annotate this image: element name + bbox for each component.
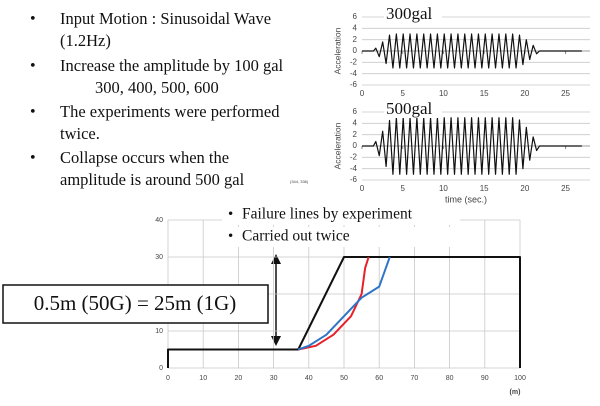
x-tick-label: 30 xyxy=(270,375,278,382)
x-tick-label: 10 xyxy=(199,375,207,382)
y-tick-label: 40 xyxy=(155,217,163,224)
x-tick-label: 20 xyxy=(235,375,243,382)
y-tick-label: -4 xyxy=(350,164,358,173)
y-tick-label: 6 xyxy=(353,107,358,116)
bullet-text: Input Motion : Sinusoidal Wave xyxy=(60,9,271,28)
data-line xyxy=(362,117,582,175)
bullet-text: 300, 400, 500, 600 xyxy=(95,78,219,97)
x-tick-label: 0 xyxy=(360,184,365,193)
annotation-dot: • xyxy=(228,206,233,222)
x-tick-label: 80 xyxy=(446,375,454,382)
bullet-text: (1.2Hz) xyxy=(60,31,111,50)
x-tick-label: 60 xyxy=(375,375,383,382)
bullet-text: Collapse occurs when the xyxy=(60,148,229,167)
x-tick-label: 25 xyxy=(561,89,570,98)
x-tick-label: 5 xyxy=(400,89,405,98)
bullet-dot: • xyxy=(30,104,36,121)
title-bg xyxy=(384,100,442,118)
y-tick-label: 2 xyxy=(353,130,358,139)
y-tick-label: 10 xyxy=(155,328,163,335)
annotation: Carried out twice xyxy=(242,228,350,245)
x-axis-label: (m) xyxy=(510,389,521,396)
bullet-dot: • xyxy=(30,58,36,75)
x-tick-label: 20 xyxy=(520,89,529,98)
x-tick-label: 10 xyxy=(439,89,448,98)
x-axis-label: time (sec.) xyxy=(445,194,487,204)
annotation-dot: • xyxy=(228,228,233,244)
bullet-text: amplitude is around 500 gal xyxy=(60,170,245,189)
arrow-heads xyxy=(271,254,281,346)
chart-title: 500gal xyxy=(386,99,433,118)
x-tick-label: 90 xyxy=(481,375,489,382)
y-tick-label: 0 xyxy=(159,365,163,372)
x-tick-label: 70 xyxy=(411,375,419,382)
y-tick-label: 30 xyxy=(155,254,163,261)
x-tick-label: 15 xyxy=(480,89,489,98)
y-tick-label: 6 xyxy=(353,12,358,21)
y-tick-label: 2 xyxy=(353,35,358,44)
bullet-dot: • xyxy=(30,11,36,28)
bullet-text: twice. xyxy=(60,124,100,143)
y-tick-label: 4 xyxy=(353,23,358,32)
note: (344, 336) xyxy=(290,179,309,184)
y-tick-label: -2 xyxy=(350,152,358,161)
scale-note-box xyxy=(2,284,269,324)
annotation-bg xyxy=(222,205,460,225)
y-tick-label: -2 xyxy=(350,57,358,66)
x-tick-label: 20 xyxy=(520,184,529,193)
y-axis-label: Acceleration xyxy=(332,122,342,169)
bullet-dot: • xyxy=(30,150,36,167)
x-tick-label: 0 xyxy=(360,89,365,98)
y-tick-label: 0 xyxy=(353,46,358,55)
bullet-text: The experiments were performed xyxy=(60,102,280,121)
bullet-text: Increase the amplitude by 100 gal xyxy=(60,56,284,75)
scale-note: 0.5m (50G) = 25m (1G) xyxy=(34,291,237,315)
annotation: Failure lines by experiment xyxy=(242,206,413,223)
chart-title: 300gal xyxy=(386,4,433,23)
y-tick-label: 0 xyxy=(353,141,358,150)
data-line xyxy=(297,256,391,351)
x-tick-label: 0 xyxy=(166,375,170,382)
data-line xyxy=(167,256,521,368)
y-tick-label: -4 xyxy=(350,69,358,78)
x-tick-label: 40 xyxy=(305,375,313,382)
x-tick-label: 50 xyxy=(340,375,348,382)
y-tick-label: -6 xyxy=(350,175,358,184)
title-bg xyxy=(384,5,442,23)
y-axis-label: Acceleration xyxy=(332,27,342,74)
x-tick-label: 5 xyxy=(400,184,405,193)
x-tick-label: 10 xyxy=(439,184,448,193)
data-line xyxy=(298,256,370,351)
annotation-bg xyxy=(222,227,460,247)
y-tick-label: 4 xyxy=(353,118,358,127)
y-tick-label: -6 xyxy=(350,80,358,89)
x-tick-label: 100 xyxy=(514,375,526,382)
x-tick-label: 15 xyxy=(480,184,489,193)
x-tick-label: 25 xyxy=(561,184,570,193)
data-line xyxy=(362,33,582,69)
